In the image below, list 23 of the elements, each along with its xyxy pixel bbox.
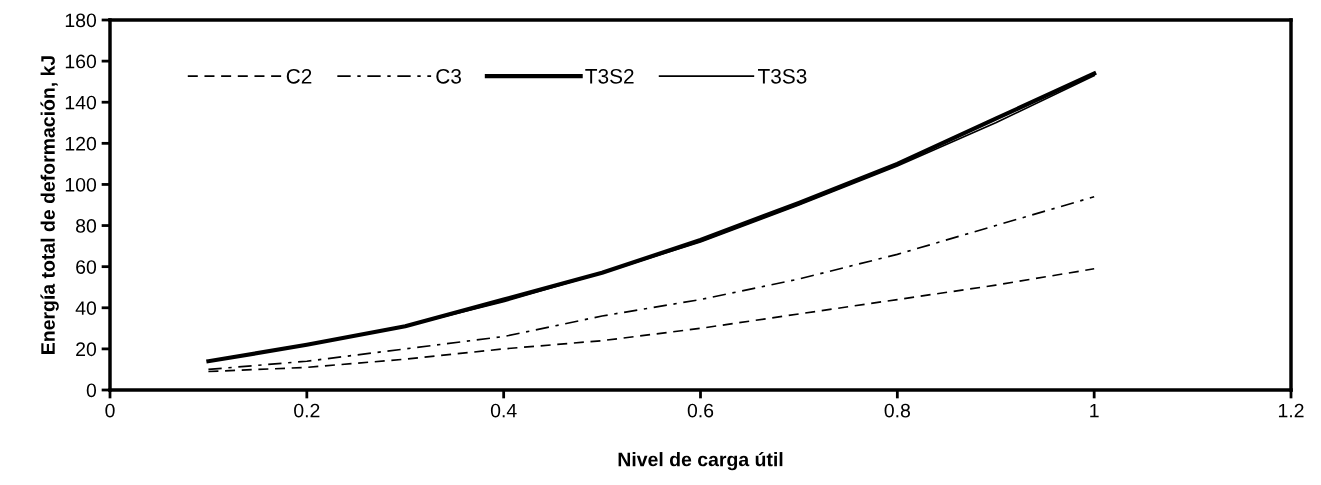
- y-tick-label: 80: [76, 219, 97, 233]
- y-tick-label: 0: [86, 383, 97, 398]
- y-tick-label: 20: [76, 342, 97, 357]
- x-tick-label: 0.6: [687, 403, 714, 418]
- x-tick-label: 0.8: [884, 403, 910, 418]
- legend-label: T3S2: [585, 68, 634, 84]
- y-tick-label: 120: [65, 136, 97, 151]
- y-tick-label: 60: [76, 260, 97, 274]
- x-tick-label: 1.2: [1278, 403, 1304, 418]
- y-tick-label: 180: [65, 13, 97, 28]
- x-tick-label: 0.4: [490, 403, 517, 418]
- y-tick-label: 100: [65, 177, 97, 192]
- y-tick-label: 160: [65, 54, 97, 69]
- legend-label: C3: [436, 68, 461, 84]
- legend-label: T3S3: [757, 68, 807, 84]
- y-tick-label: 40: [75, 301, 97, 316]
- y-tick-label: 140: [65, 95, 97, 110]
- x-axis-title: Nivel de carga útil: [618, 451, 783, 471]
- x-tick-label: 0.2: [294, 403, 320, 418]
- y-axis-title: Energía total de deformación, kJ: [40, 56, 59, 354]
- legend-label: C2: [286, 68, 312, 84]
- x-tick-label: 0: [105, 403, 115, 418]
- x-tick-label: 1: [1090, 403, 1099, 418]
